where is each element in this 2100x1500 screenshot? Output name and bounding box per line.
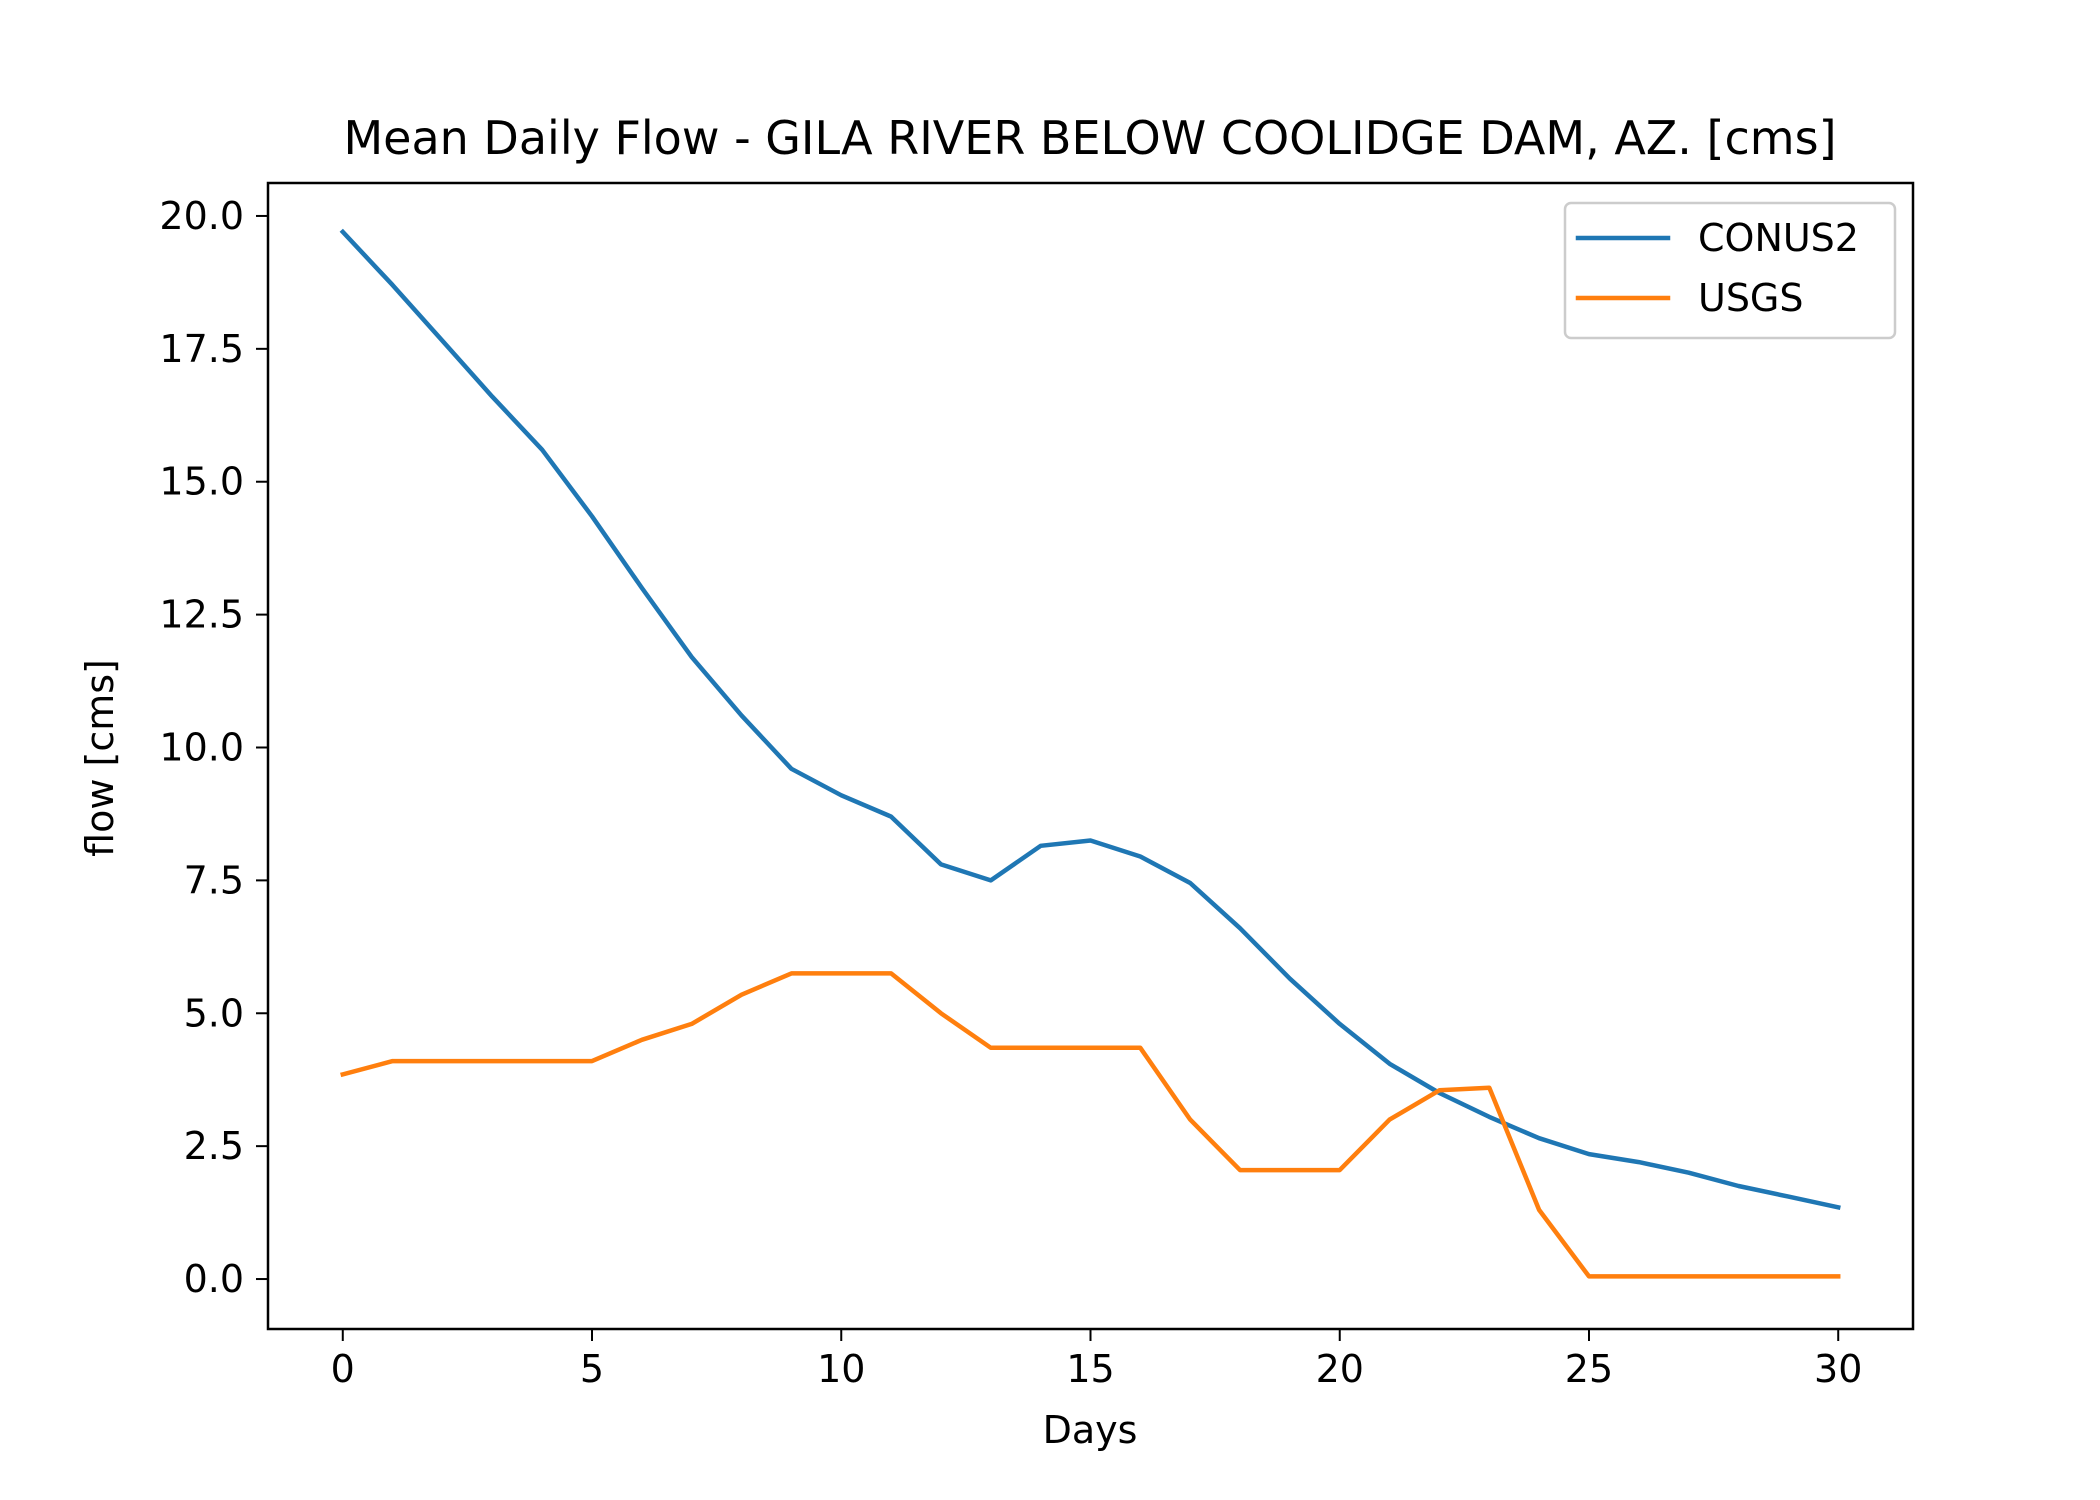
y-tick-label: 12.5 xyxy=(159,593,244,637)
x-tick-label: 10 xyxy=(817,1347,865,1391)
y-tick-label: 10.0 xyxy=(159,725,244,769)
x-tick-label: 0 xyxy=(331,1347,355,1391)
y-tick: 10.0 xyxy=(159,725,268,769)
x-tick: 10 xyxy=(817,1329,865,1391)
x-tick-label: 15 xyxy=(1066,1347,1114,1391)
y-tick-label: 15.0 xyxy=(159,460,244,504)
y-tick-label: 5.0 xyxy=(184,991,244,1035)
y-tick: 7.5 xyxy=(184,858,268,902)
y-tick: 12.5 xyxy=(159,593,268,637)
series-line-conus2 xyxy=(339,228,1841,1210)
y-tick: 20.0 xyxy=(159,194,268,238)
y-tick: 0.0 xyxy=(184,1257,268,1301)
x-tick: 20 xyxy=(1316,1329,1364,1391)
x-axis-label: Days xyxy=(1043,1408,1138,1452)
y-tick: 17.5 xyxy=(159,327,268,371)
y-axis-label: flow [cms] xyxy=(78,659,122,857)
y-tick-label: 17.5 xyxy=(159,327,244,371)
x-tick: 5 xyxy=(580,1329,604,1391)
series-line-usgs xyxy=(340,971,1841,1279)
y-tick: 2.5 xyxy=(184,1124,268,1168)
y-axis: 0.0 2.5 5.0 7.5 10.0 12.5 15.0 17.5 20.0 xyxy=(159,194,268,1301)
chart-title: Mean Daily Flow - GILA RIVER BELOW COOLI… xyxy=(343,111,1836,165)
legend-label-usgs: USGS xyxy=(1698,276,1804,320)
y-tick: 15.0 xyxy=(159,460,268,504)
y-tick-label: 20.0 xyxy=(159,194,244,238)
y-tick: 5.0 xyxy=(184,991,268,1035)
plot-area: 0 5 10 15 20 25 30 0.0 2.5 5.0 7.5 10.0 12.5 15.0 17.… xyxy=(159,181,1915,1391)
x-tick-label: 5 xyxy=(580,1347,604,1391)
series-layer xyxy=(339,228,1841,1279)
x-axis: 0 5 10 15 20 25 30 xyxy=(331,1329,1862,1391)
x-tick-label: 30 xyxy=(1814,1347,1862,1391)
x-tick: 25 xyxy=(1565,1329,1613,1391)
x-tick-label: 25 xyxy=(1565,1347,1613,1391)
y-tick-label: 2.5 xyxy=(184,1124,244,1168)
x-tick-label: 20 xyxy=(1316,1347,1364,1391)
x-tick: 0 xyxy=(331,1329,355,1391)
legend: CONUS2 USGS xyxy=(1563,201,1897,340)
y-tick-label: 7.5 xyxy=(184,858,244,902)
x-tick: 30 xyxy=(1814,1329,1862,1391)
x-tick: 15 xyxy=(1066,1329,1115,1391)
legend-label-conus2: CONUS2 xyxy=(1698,216,1859,260)
y-tick-label: 0.0 xyxy=(184,1257,244,1301)
